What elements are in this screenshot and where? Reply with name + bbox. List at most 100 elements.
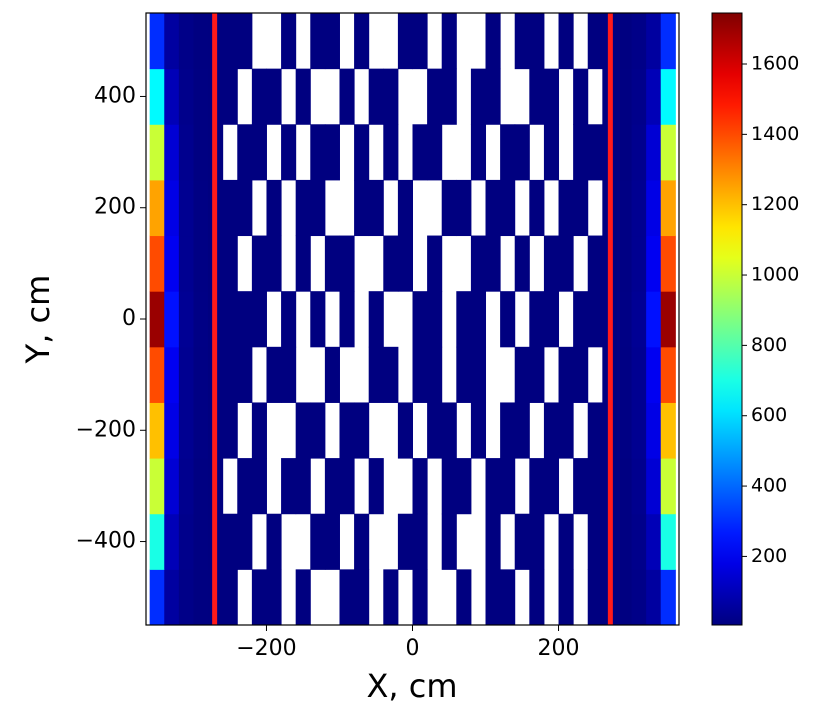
heatmap-cell bbox=[631, 458, 647, 515]
heatmap-cell bbox=[178, 402, 194, 459]
heatmap-cell bbox=[427, 346, 443, 403]
heatmap-cell bbox=[251, 458, 267, 515]
heatmap-cell bbox=[324, 124, 340, 181]
heatmap-cell bbox=[164, 124, 180, 181]
heatmap-cell bbox=[383, 124, 399, 181]
heatmap-cell bbox=[354, 179, 370, 237]
heatmap-cell bbox=[616, 235, 633, 292]
heatmap-cell bbox=[631, 179, 647, 237]
heatmap-cell bbox=[222, 179, 238, 237]
heatmap-cell bbox=[500, 402, 516, 459]
heatmap-cell bbox=[456, 179, 472, 237]
heatmap-cell bbox=[514, 124, 530, 181]
heatmap-cell bbox=[543, 402, 560, 459]
heatmap-cell bbox=[368, 68, 384, 125]
heatmap-cell bbox=[149, 513, 165, 570]
heatmap-cell bbox=[339, 291, 355, 348]
heatmap-cell bbox=[251, 402, 267, 459]
heatmap-cell bbox=[178, 291, 194, 348]
heatmap-cell bbox=[324, 13, 340, 70]
heatmap-cell bbox=[470, 235, 487, 292]
heatmap-cell bbox=[470, 291, 487, 348]
heatmap-cell bbox=[368, 291, 384, 348]
heatmap-cell bbox=[354, 13, 370, 70]
heatmap-cell bbox=[281, 13, 297, 70]
heatmap-cell bbox=[222, 13, 238, 70]
heatmap-cell bbox=[193, 569, 209, 626]
heatmap-cell bbox=[485, 569, 501, 626]
heatmap-cell bbox=[149, 235, 165, 292]
heatmap-cell bbox=[543, 68, 560, 125]
heatmap-cell bbox=[149, 13, 165, 70]
heatmap-cell bbox=[616, 458, 633, 515]
heatmap-cell bbox=[310, 513, 326, 570]
heatmap-cell bbox=[164, 569, 180, 626]
heatmap-cell bbox=[631, 513, 647, 570]
heatmap-cell bbox=[383, 569, 399, 626]
colorbar bbox=[711, 12, 743, 626]
colorbar-tick-label: 1600 bbox=[751, 53, 799, 75]
y-tick-label: −200 bbox=[76, 417, 136, 442]
heatmap-cell bbox=[558, 513, 574, 570]
heatmap-cell bbox=[251, 291, 267, 348]
heatmap-cell bbox=[222, 346, 238, 403]
heatmap-cell bbox=[631, 13, 647, 70]
heatmap-cell bbox=[646, 124, 662, 181]
heatmap-cell bbox=[251, 235, 267, 292]
heatmap-cell bbox=[558, 402, 574, 459]
heatmap-cell bbox=[383, 346, 399, 403]
y-tick-label: 0 bbox=[122, 306, 136, 331]
y-axis-label: Y, cm bbox=[19, 275, 57, 365]
x-axis-label: X, cm bbox=[366, 667, 457, 705]
colorbar-tick-label: 600 bbox=[751, 404, 787, 426]
heatmap-cell bbox=[149, 458, 165, 515]
heatmap-cell bbox=[178, 513, 194, 570]
heatmap-cell bbox=[412, 346, 428, 403]
heatmap-cell bbox=[441, 68, 457, 125]
heatmap-cell bbox=[646, 68, 662, 125]
heatmap-cell bbox=[543, 458, 560, 515]
heatmap-cell bbox=[310, 402, 326, 459]
heatmap-cell bbox=[616, 68, 633, 125]
heatmap-cell bbox=[266, 68, 282, 125]
heatmap-cell bbox=[485, 13, 501, 70]
heatmap-cell bbox=[529, 291, 545, 348]
x-tick-label: 200 bbox=[538, 636, 580, 661]
heatmap-cell bbox=[237, 291, 253, 348]
heatmap-cell bbox=[412, 569, 428, 626]
heatmap-cell bbox=[237, 13, 253, 70]
heatmap-cell bbox=[631, 235, 647, 292]
heatmap-cell bbox=[587, 13, 603, 70]
heatmap-cell bbox=[646, 346, 662, 403]
heatmap-cell bbox=[616, 124, 633, 181]
heatmap-cell bbox=[616, 346, 633, 403]
heatmap-cell bbox=[587, 291, 603, 348]
heatmap-cell bbox=[587, 235, 603, 292]
heatmap-cell bbox=[368, 346, 384, 403]
heatmap-cell bbox=[485, 458, 501, 515]
heatmap-cell bbox=[573, 68, 589, 125]
heatmap-cell bbox=[631, 68, 647, 125]
heatmap-cell bbox=[324, 513, 340, 570]
heatmap-cell bbox=[193, 346, 209, 403]
heatmap-cell bbox=[529, 68, 545, 125]
heatmap-cell bbox=[558, 13, 574, 70]
heatmap-cell bbox=[354, 402, 370, 459]
heatmap-cell bbox=[310, 13, 326, 70]
heatmap-cell bbox=[660, 235, 676, 292]
heatmap-cell bbox=[266, 235, 282, 292]
heatmap-cell bbox=[149, 179, 165, 237]
heatmap-cell bbox=[193, 68, 209, 125]
heatmap-cell bbox=[149, 68, 165, 125]
heatmap-cell bbox=[178, 124, 194, 181]
heatmap-cell bbox=[281, 458, 297, 515]
heatmap-cell bbox=[441, 458, 457, 515]
heatmap-cell bbox=[310, 124, 326, 181]
heatmap-cell bbox=[500, 179, 516, 237]
heatmap-cell bbox=[164, 458, 180, 515]
heatmap-cell bbox=[383, 235, 399, 292]
heatmap-cell bbox=[295, 402, 311, 459]
heatmap-cell bbox=[558, 235, 574, 292]
heatmap-cell bbox=[456, 569, 472, 626]
heatmap-cell bbox=[193, 458, 209, 515]
